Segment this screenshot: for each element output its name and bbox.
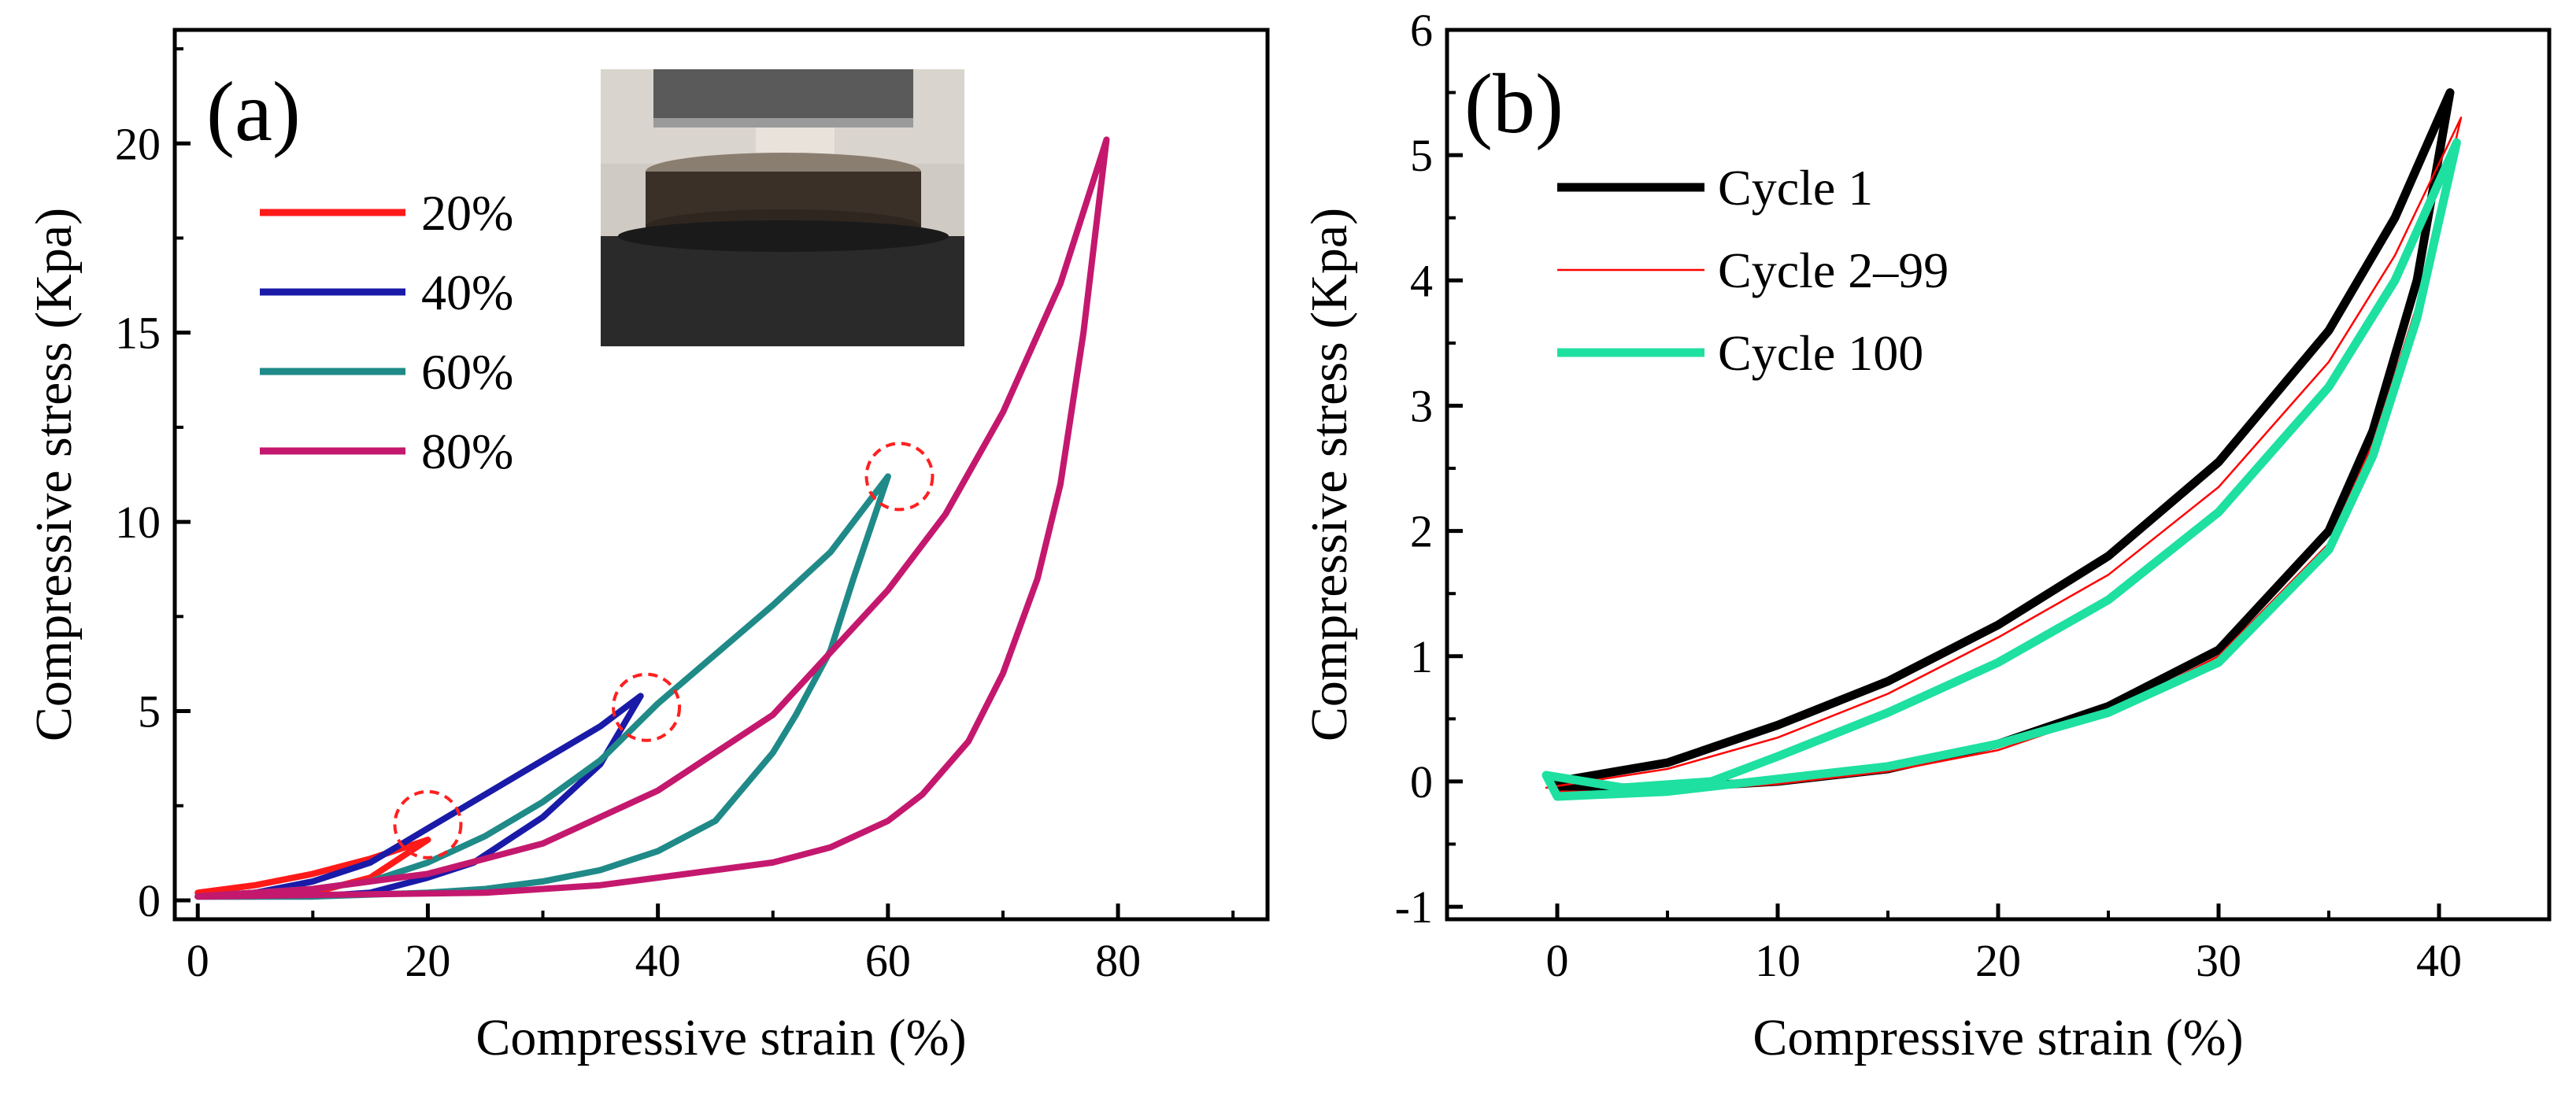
x-tick-label-b: 10 (1755, 935, 1801, 986)
legend-label-cycle-1: Cycle 1 (1718, 160, 1873, 216)
x-tick-label-b: 40 (2416, 935, 2462, 986)
y-tick-label-b: 5 (1410, 130, 1433, 181)
a-marker-circles (393, 442, 935, 859)
y-tick-label-b: 2 (1410, 506, 1433, 557)
compression-test-photo (601, 69, 964, 346)
series-line-a-3 (194, 136, 1110, 900)
series-line-a-2 (194, 473, 891, 900)
legend-label-cycle-2-99: Cycle 2–99 (1718, 242, 1949, 298)
chart-panel-a: 0 20 40 60 80 0 5 10 15 20 20% 40% (25, 28, 1270, 1066)
b-ticks: 0 10 20 30 40 -1 0 1 2 3 4 5 6 (1395, 5, 2551, 986)
legend-label-40: 40% (421, 264, 513, 320)
y-tick-label-b: 3 (1410, 380, 1433, 431)
y-tick-label-b: 1 (1410, 631, 1433, 682)
legend-item-cycle-100: Cycle 100 (1557, 325, 1923, 381)
legend-item-cycle-2-99: Cycle 2–99 (1557, 242, 1949, 298)
x-tick-label-a: 80 (1095, 935, 1141, 986)
marker-circle-2 (864, 442, 935, 512)
x-tick-label-a: 0 (187, 935, 209, 986)
legend-item-40: 40% (260, 264, 513, 320)
b-y-axis-label: Compressive stress (Kpa) (1301, 208, 1358, 741)
y-tick-label-a: 5 (138, 686, 161, 737)
a-ticks: 0 20 40 60 80 0 5 10 15 20 (115, 47, 1235, 986)
b-x-axis-label: Compressive strain (%) (1752, 1009, 2243, 1066)
a-plot-frame (172, 28, 1270, 922)
y-tick-label-b: 6 (1410, 5, 1433, 56)
x-tick-label-b: 20 (1975, 935, 2021, 986)
series-line-b-2 (1542, 138, 2461, 801)
panel-label-a: (a) (206, 65, 301, 159)
legend-item-cycle-1: Cycle 1 (1557, 160, 1873, 216)
y-tick-label-a: 15 (115, 308, 161, 359)
a-y-axis-label: Compressive stress (Kpa) (25, 208, 83, 741)
series-line-a-1 (194, 693, 644, 900)
marker-circle-1 (612, 672, 682, 742)
legend-item-20: 20% (260, 185, 513, 241)
legend-label-20: 20% (421, 185, 513, 241)
b-series-group (1542, 88, 2463, 801)
x-tick-label-a: 40 (635, 935, 681, 986)
x-tick-label-a: 20 (405, 935, 450, 986)
x-tick-label-b: 0 (1546, 935, 1569, 986)
legend-item-60: 60% (260, 344, 513, 400)
a-series-group (194, 136, 1110, 900)
panel-label-b: (b) (1464, 57, 1564, 151)
legend-label-60: 60% (421, 344, 513, 400)
b-legend: Cycle 1 Cycle 2–99 Cycle 100 (1557, 160, 1949, 381)
marker-circle-0 (393, 789, 463, 859)
y-tick-label-a: 0 (138, 875, 161, 926)
legend-label-80: 80% (421, 423, 513, 479)
x-tick-label-b: 30 (2196, 935, 2241, 986)
chart-panel-b: 0 10 20 30 40 -1 0 1 2 3 4 5 6 Cycle 1 Cycle 2–99 Cy… (1301, 5, 2552, 1066)
y-tick-label-b: -1 (1395, 881, 1433, 933)
a-legend: 20% 40% 60% 80% (260, 185, 513, 479)
y-tick-label-b: 0 (1410, 756, 1433, 808)
y-tick-label-a: 10 (115, 497, 161, 548)
y-tick-label-a: 20 (115, 118, 161, 169)
x-tick-label-a: 60 (865, 935, 911, 986)
y-tick-label-b: 4 (1410, 255, 1433, 306)
legend-label-cycle-100: Cycle 100 (1718, 325, 1923, 381)
a-x-axis-label: Compressive strain (%) (476, 1009, 966, 1066)
legend-item-80: 80% (260, 423, 513, 479)
